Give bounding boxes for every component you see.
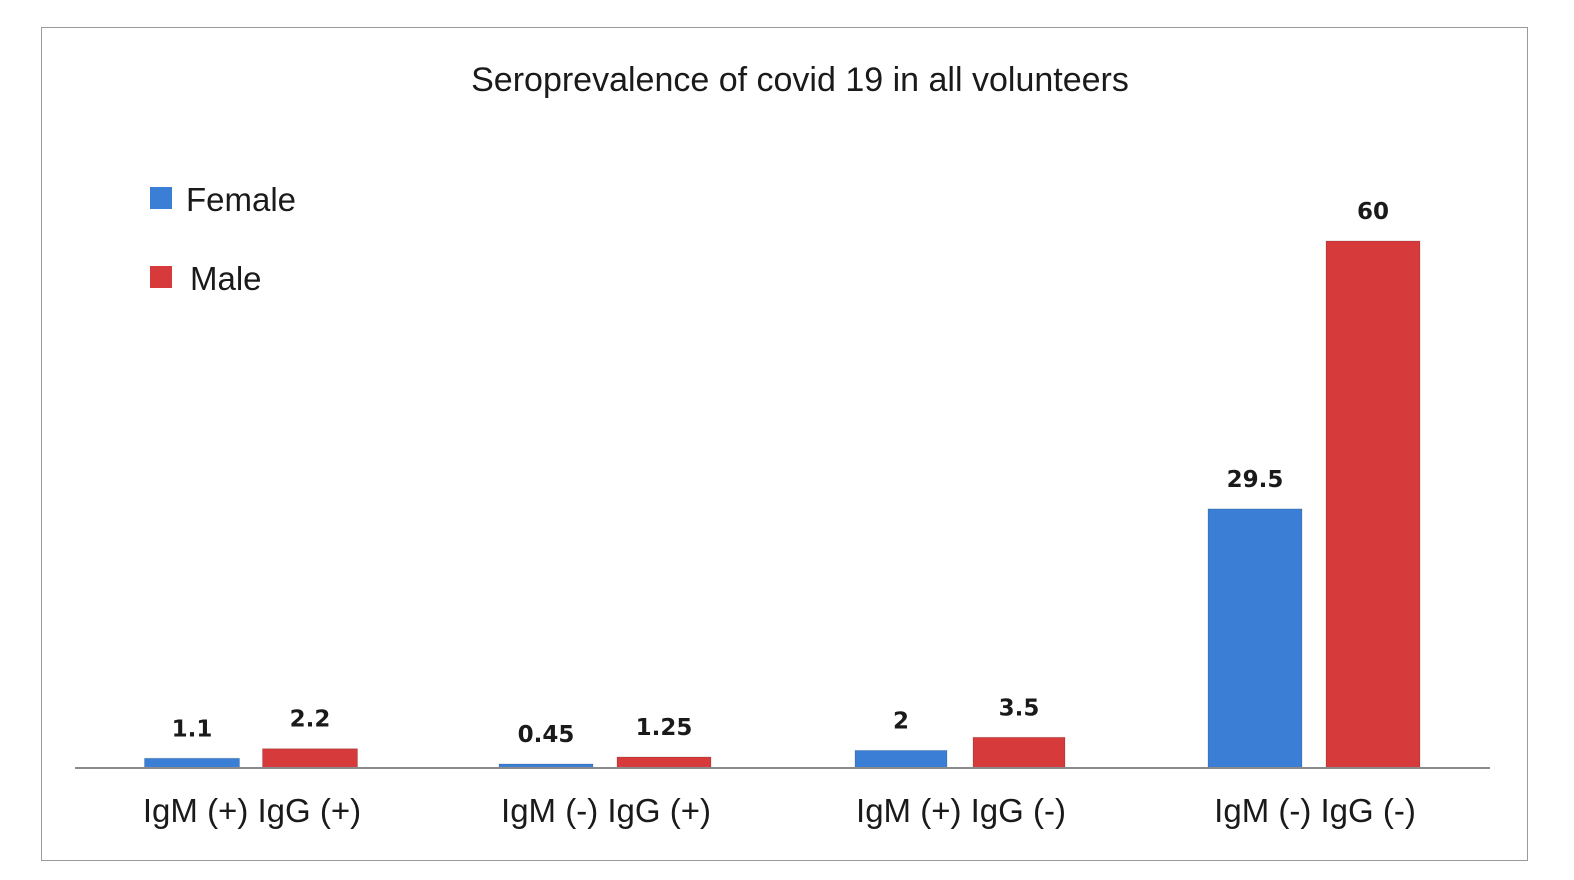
data-label-female-1: 0.45 [518,722,575,748]
bar-male-0 [262,748,358,769]
data-label-male-1: 1.25 [636,715,693,741]
data-label-male-3: 60 [1357,199,1389,225]
data-label-male-0: 2.2 [290,707,331,733]
legend: Female Male [150,181,296,297]
bar-female-2 [854,749,948,769]
data-label-female-0: 1.1 [172,716,213,742]
bars-group [144,240,1421,769]
chart-title: Seroprevalence of covid 19 in all volunt… [471,61,1129,99]
legend-label-male: Male [190,260,262,297]
x-tick-labels: IgM (+) IgG (+) IgM (-) IgG (+) IgM (+) Ig… [143,792,1416,829]
data-labels-group: 1.1 2.2 0.45 1.25 2 3.5 29.5 60 [172,199,1389,748]
x-tick-label-2: IgM (+) IgG (-) [856,792,1066,829]
x-tick-label-0: IgM (+) IgG (+) [143,792,361,829]
x-tick-label-1: IgM (-) IgG (+) [501,792,711,829]
data-label-male-2: 3.5 [999,695,1040,721]
legend-swatch-male [150,266,172,288]
bar-male-3 [1325,240,1421,769]
bar-female-0 [144,757,240,769]
data-label-female-2: 2 [893,708,909,734]
legend-swatch-female [150,187,172,209]
bar-male-2 [972,736,1066,769]
bar-female-3 [1207,508,1303,769]
data-label-female-3: 29.5 [1227,467,1284,493]
legend-label-female: Female [186,181,296,218]
x-tick-label-3: IgM (-) IgG (-) [1214,792,1416,829]
bar-male-1 [616,756,712,769]
